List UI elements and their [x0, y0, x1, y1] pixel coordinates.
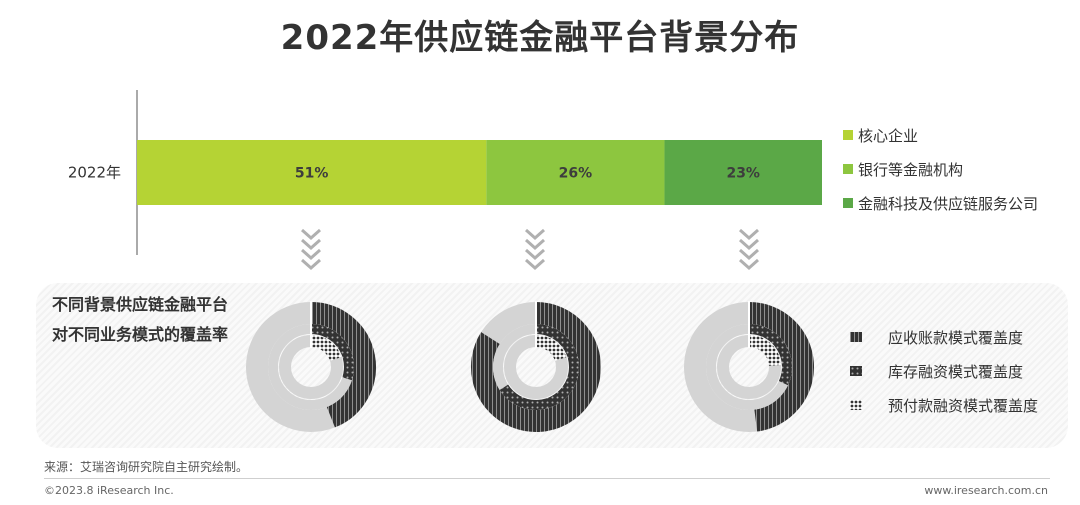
- legend-swatch: [850, 366, 862, 376]
- legend-item-prepayment: 预付款融资模式覆盖度: [850, 388, 1038, 422]
- website-link[interactable]: www.iresearch.com.cn: [924, 484, 1048, 497]
- chevron-down-icon: [739, 228, 759, 271]
- legend-swatch: [850, 400, 862, 410]
- donut-ring-arc-0: [748, 302, 814, 432]
- donut-group-1: [471, 301, 601, 432]
- page-title: 2022年供应链金融平台背景分布: [280, 18, 800, 58]
- donut-ring-arc-2: [748, 335, 781, 367]
- legend-item-inventory: 库存融资模式覆盖度: [850, 354, 1038, 388]
- legend-label: 预付款融资模式覆盖度: [888, 396, 1039, 415]
- donut-ring-arc-0: [310, 302, 376, 428]
- bar-legend: 核心企业 银行等金融机构 金融科技及供应链服务公司: [843, 118, 1038, 220]
- category-label: 2022年: [68, 164, 121, 182]
- legend-swatch: [843, 130, 853, 140]
- legend-item-fintech: 金融科技及供应链服务公司: [843, 186, 1038, 220]
- legend-item-core: 核心企业: [843, 118, 1038, 152]
- legend-swatch: [843, 164, 853, 174]
- coverage-title-line: 不同背景供应链金融平台: [52, 295, 229, 314]
- donut-ring-arc-0: [471, 302, 601, 432]
- legend-label: 银行等金融机构: [858, 160, 964, 179]
- copyright: ©2023.8 iResearch Inc.: [44, 484, 174, 497]
- donut-ring-arc-2: [535, 335, 567, 362]
- chevron-down-icon: [301, 228, 321, 271]
- bar-segment-0: [137, 140, 487, 205]
- donut-ring-arc-2: [310, 335, 342, 362]
- stacked-bar-chart: 2022年 51% 26% 23%: [68, 90, 822, 255]
- legend-label: 核心企业: [858, 126, 919, 145]
- bar-data-label: 26%: [559, 166, 593, 182]
- bar-data-label: 51%: [295, 166, 329, 182]
- legend-label: 应收账款模式覆盖度: [888, 328, 1024, 347]
- donut-ring-arc-1: [499, 324, 579, 410]
- bar-segments: 51% 26% 23%: [137, 140, 822, 205]
- bar-segment-1: [486, 140, 665, 205]
- donut-ring-arc-1: [748, 324, 792, 386]
- legend-label: 库存融资模式覆盖度: [888, 362, 1024, 381]
- coverage-panel-title: 不同背景供应链金融平台 对不同业务模式的覆盖率: [52, 290, 228, 350]
- chevron-down-icon: [525, 228, 545, 271]
- legend-item-receivables: 应收账款模式覆盖度: [850, 320, 1038, 354]
- donut-group-0: [246, 301, 376, 432]
- bar-data-label: 23%: [726, 166, 760, 182]
- legend-item-bank: 银行等金融机构: [843, 152, 1038, 186]
- coverage-title-line: 对不同业务模式的覆盖率: [52, 325, 229, 344]
- legend-swatch: [850, 332, 862, 342]
- footer-divider: [44, 478, 1050, 479]
- legend-swatch: [843, 198, 853, 208]
- legend-label: 金融科技及供应链服务公司: [858, 194, 1039, 213]
- source-note: 来源：艾瑞咨询研究院自主研究绘制。: [44, 460, 249, 474]
- donut-group-2: [684, 301, 814, 432]
- coverage-legend: 应收账款模式覆盖度 库存融资模式覆盖度 预付款融资模式覆盖度: [850, 320, 1038, 422]
- donut-ring-arc-1: [310, 324, 354, 381]
- bar-segment-2: [664, 140, 822, 205]
